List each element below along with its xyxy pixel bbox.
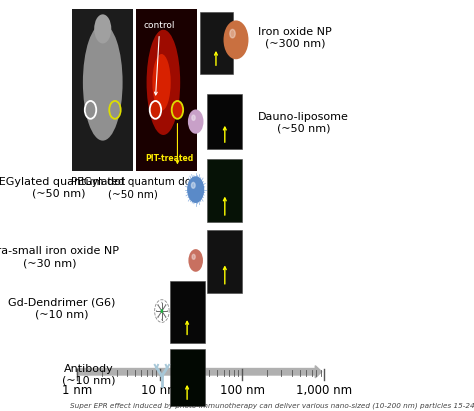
Circle shape xyxy=(191,182,195,188)
Circle shape xyxy=(172,101,183,119)
Circle shape xyxy=(224,21,248,59)
Circle shape xyxy=(192,254,195,259)
Text: Dauno-liposome
(~50 nm): Dauno-liposome (~50 nm) xyxy=(258,112,349,134)
Bar xyxy=(208,95,243,149)
Circle shape xyxy=(230,29,235,38)
Ellipse shape xyxy=(94,14,111,44)
Circle shape xyxy=(165,316,166,318)
Bar xyxy=(170,281,205,344)
Circle shape xyxy=(161,309,163,313)
Text: Super EPR effect induced by photo-immunotherapy can deliver various nano-sized (: Super EPR effect induced by photo-immuno… xyxy=(70,402,474,409)
Text: PIT-treated: PIT-treated xyxy=(146,154,194,163)
Circle shape xyxy=(157,304,158,306)
Circle shape xyxy=(167,310,168,312)
Text: PEGylated quantum dot
(~50 nm): PEGylated quantum dot (~50 nm) xyxy=(0,177,126,199)
FancyArrowPatch shape xyxy=(155,37,159,95)
Text: 100 nm: 100 nm xyxy=(219,384,264,397)
Circle shape xyxy=(161,319,163,320)
Bar xyxy=(72,9,133,171)
Text: Iron oxide NP
(~300 nm): Iron oxide NP (~300 nm) xyxy=(258,27,332,48)
Circle shape xyxy=(188,109,203,134)
Text: Antibody
(~10 nm): Antibody (~10 nm) xyxy=(62,364,115,386)
Circle shape xyxy=(192,115,195,120)
Bar xyxy=(170,349,205,406)
Text: 10 nm: 10 nm xyxy=(141,384,179,397)
Bar xyxy=(208,159,243,222)
Text: 1,000 nm: 1,000 nm xyxy=(296,384,353,397)
Ellipse shape xyxy=(83,24,123,141)
Bar xyxy=(200,12,233,74)
FancyArrowPatch shape xyxy=(223,127,226,142)
Circle shape xyxy=(165,304,166,306)
FancyArrow shape xyxy=(77,366,322,378)
Circle shape xyxy=(161,302,163,303)
FancyArrowPatch shape xyxy=(223,267,226,284)
Circle shape xyxy=(156,310,157,312)
Circle shape xyxy=(157,316,158,318)
Text: PEGylated quantum dot
(~50 nm): PEGylated quantum dot (~50 nm) xyxy=(71,178,195,199)
FancyArrowPatch shape xyxy=(186,386,189,399)
FancyArrowPatch shape xyxy=(176,124,179,163)
FancyArrowPatch shape xyxy=(186,321,189,335)
Text: 1 nm: 1 nm xyxy=(62,384,92,397)
Text: Ultra-small iron oxide NP
(~30 nm): Ultra-small iron oxide NP (~30 nm) xyxy=(0,247,119,268)
Circle shape xyxy=(187,176,204,203)
Bar xyxy=(208,230,243,293)
Circle shape xyxy=(150,101,161,119)
FancyArrowPatch shape xyxy=(215,52,218,65)
Text: Gd-Dendrimer (G6)
(~10 nm): Gd-Dendrimer (G6) (~10 nm) xyxy=(8,298,115,319)
Bar xyxy=(136,9,197,171)
Ellipse shape xyxy=(152,54,171,111)
Ellipse shape xyxy=(146,30,180,135)
Circle shape xyxy=(188,249,203,272)
Text: control: control xyxy=(144,21,175,30)
FancyArrowPatch shape xyxy=(223,198,226,215)
